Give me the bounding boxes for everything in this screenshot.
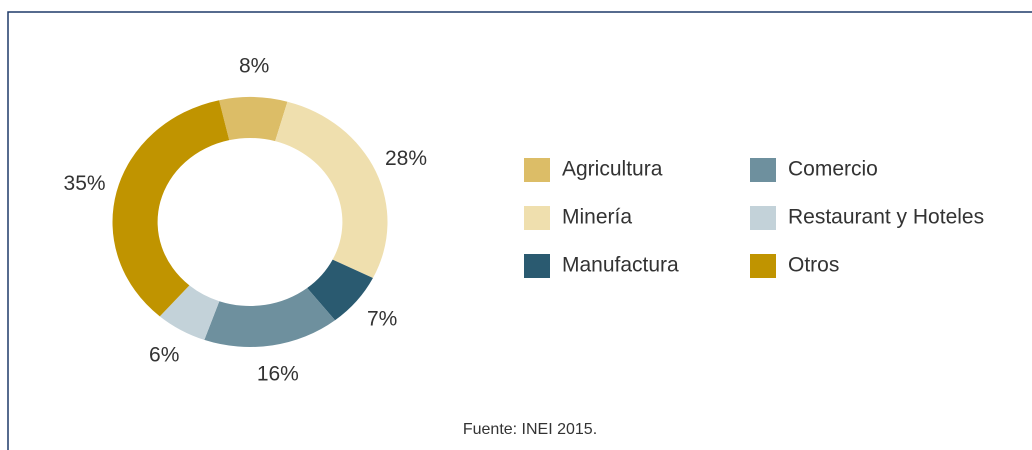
legend-swatch xyxy=(524,158,550,182)
donut-segment xyxy=(112,100,230,317)
legend-label: Manufactura xyxy=(562,254,679,277)
frame xyxy=(7,11,1032,450)
legend-swatch xyxy=(524,254,550,278)
legend-swatch xyxy=(524,206,550,230)
source: Fuente: INEI 2015. xyxy=(463,421,597,438)
legend-label: Comercio xyxy=(788,158,878,181)
donut-segment xyxy=(159,285,220,340)
donut-segment xyxy=(204,288,336,347)
legend-label: Restaurant y Hoteles xyxy=(788,206,984,229)
value-label: 8% xyxy=(239,55,269,78)
value-label: 7% xyxy=(367,308,397,331)
legend-label: Otros xyxy=(788,254,839,277)
legend-label: Minería xyxy=(562,206,632,229)
value-label: 16% xyxy=(257,362,299,385)
legend-swatch xyxy=(750,158,776,182)
value-label: 35% xyxy=(64,172,106,195)
donut-segment xyxy=(307,259,373,321)
donut-segment xyxy=(219,97,288,142)
legend-swatch xyxy=(750,254,776,278)
donut-segment xyxy=(275,101,388,278)
value-label: 28% xyxy=(385,147,427,170)
value-label: 6% xyxy=(149,344,179,367)
legend-label: Agricultura xyxy=(562,158,663,181)
legend-swatch xyxy=(750,206,776,230)
